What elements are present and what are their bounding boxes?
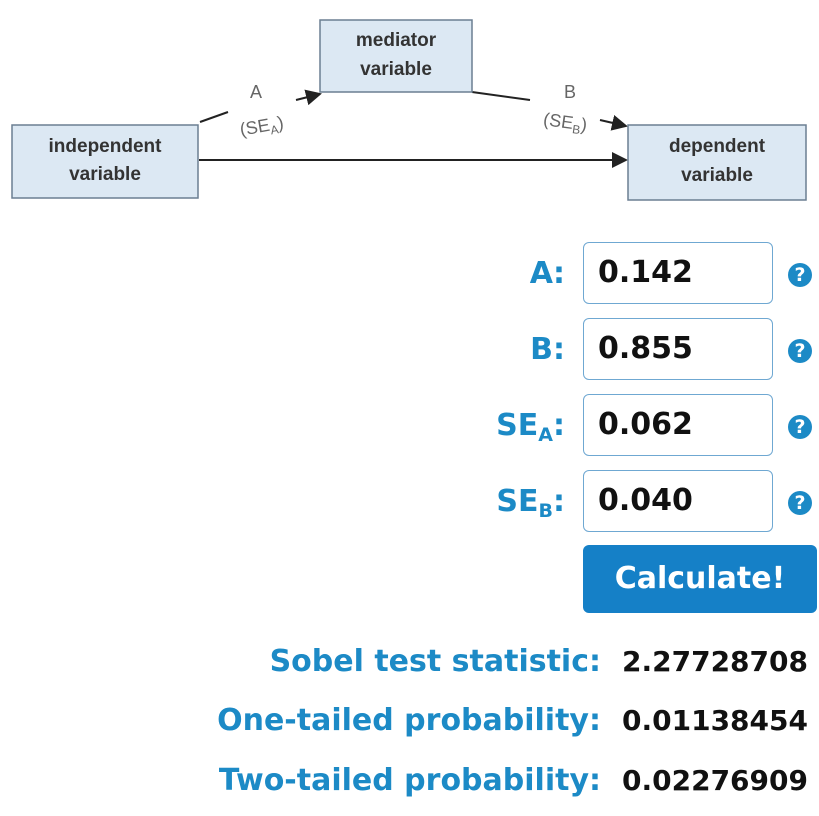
label-sub: B [538, 500, 553, 522]
arrow-b [471, 91, 626, 126]
result-label: Sobel test statistic: [269, 644, 601, 679]
result-value: 0.02276909 [622, 764, 808, 797]
result-label: Two-tailed probability: [218, 763, 601, 798]
label-text: SE [496, 408, 539, 443]
mediation-diagram: independent variable mediator variable d… [11, 19, 807, 201]
field-label: SEB: [365, 470, 565, 534]
edge-label: B [564, 82, 576, 102]
label-text: B [530, 332, 553, 367]
node-box [11, 124, 199, 199]
help-icon[interactable]: ? [788, 339, 812, 363]
node-label: mediator [356, 30, 437, 51]
arrow-a [199, 94, 320, 123]
se-text: (SE [238, 115, 271, 140]
field-label: A: [365, 242, 565, 306]
node-label: variable [681, 165, 753, 186]
help-icon[interactable]: ? [788, 491, 812, 515]
input-b[interactable]: 0.855 [583, 318, 773, 380]
se-text: (SE [542, 109, 575, 133]
se-text: ) [276, 112, 285, 133]
node-label: independent [49, 136, 163, 157]
result-value: 2.27728708 [622, 645, 808, 678]
node-box [319, 19, 473, 93]
se-sub: B [571, 122, 581, 137]
node-label: variable [69, 164, 141, 185]
se-text: ) [580, 114, 589, 135]
edge-label: A [250, 82, 262, 102]
label-sub: A [538, 424, 553, 446]
node-label: dependent [669, 136, 766, 157]
label-text: SE [496, 484, 539, 519]
input-se-a[interactable]: 0.062 [583, 394, 773, 456]
help-icon[interactable]: ? [788, 415, 812, 439]
field-label: SEA: [365, 394, 565, 458]
input-a[interactable]: 0.142 [583, 242, 773, 304]
se-sub: A [269, 122, 279, 137]
edge-se: (SEA) [238, 112, 285, 142]
label-colon: : [553, 332, 565, 367]
node-label: variable [360, 59, 432, 80]
label-colon: : [553, 484, 565, 519]
label-colon: : [553, 408, 565, 443]
node-box [627, 124, 807, 201]
label-text: A [529, 256, 553, 291]
result-label: One-tailed probability: [217, 703, 601, 738]
calculate-button[interactable]: Calculate! [583, 545, 817, 613]
result-value: 0.01138454 [622, 704, 808, 737]
input-se-b[interactable]: 0.040 [583, 470, 773, 532]
help-icon[interactable]: ? [788, 263, 812, 287]
label-colon: : [553, 256, 565, 291]
field-label: B: [365, 318, 565, 382]
edge-se: (SEB) [542, 109, 589, 138]
